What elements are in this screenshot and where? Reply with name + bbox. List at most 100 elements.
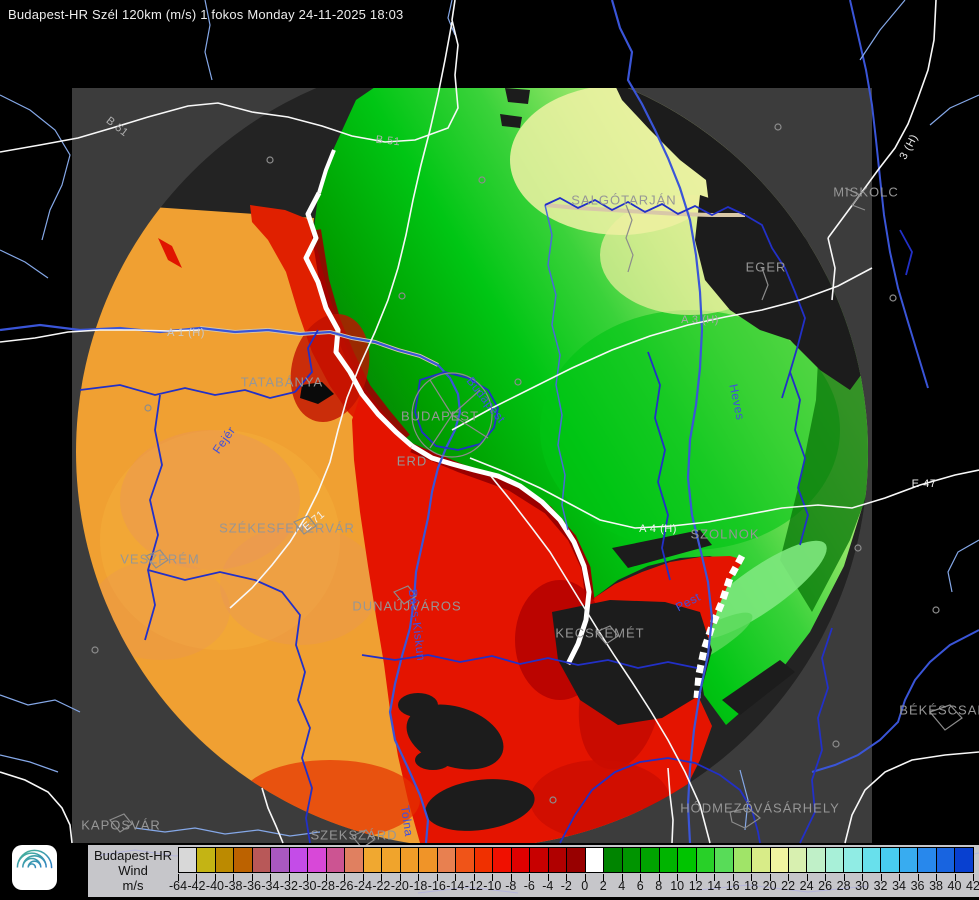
- legend-color-box: [825, 848, 845, 872]
- legend-tick: [917, 874, 919, 881]
- legend-tick: [714, 874, 716, 881]
- legend-color-box: [326, 848, 346, 872]
- legend-tick: [862, 874, 864, 881]
- legend-color-box: [659, 848, 679, 872]
- legend-tick-label: -26: [335, 879, 354, 893]
- met-logo: [12, 845, 57, 890]
- legend-tick: [492, 874, 494, 881]
- legend-tick-label: 42: [966, 879, 979, 893]
- legend-tick-label: 24: [799, 879, 814, 893]
- legend-color-box: [289, 848, 309, 872]
- major-roads-layer: [0, 0, 979, 844]
- legend-tick: [307, 874, 309, 881]
- legend-color-box: [622, 848, 642, 872]
- page-title: Budapest-HR Szél 120km (m/s) 1 fokos Mon…: [8, 7, 404, 22]
- legend-tick: [196, 874, 198, 881]
- legend-tick: [640, 874, 642, 881]
- legend-tick-label: 38: [929, 879, 943, 893]
- legend-color-box: [918, 848, 937, 872]
- legend-tick-label: -24: [353, 879, 372, 893]
- legend-tick: [899, 874, 901, 881]
- legend-tick-label: -64: [168, 879, 188, 893]
- legend-color-box: [733, 848, 753, 872]
- legend-tick-label: 34: [892, 879, 906, 893]
- legend-tick: [510, 874, 512, 881]
- legend-color-box: [493, 848, 512, 872]
- legend-color-box: [770, 848, 789, 872]
- legend-tick-label: -20: [390, 879, 409, 893]
- legend-tick-label: 20: [762, 879, 777, 893]
- legend-tick-label: -16: [427, 879, 446, 893]
- legend-color-box: [604, 848, 623, 872]
- legend-tick-label: -12: [464, 879, 483, 893]
- legend-tick: [399, 874, 401, 881]
- legend-tick-label: -8: [505, 879, 517, 893]
- legend-color-box: [788, 848, 808, 872]
- legend-color-box: [678, 848, 697, 872]
- legend-tick: [843, 874, 845, 881]
- legend-color-box: [696, 848, 716, 872]
- legend-color-scale: -64 -42 -40 -38 -36 -34 -32 -30 -28 -26 -24 -22 -20-…: [169, 847, 979, 895]
- legend-tick-label: -4: [542, 879, 554, 893]
- legend-tick-label: -10: [483, 879, 502, 893]
- legend-tick-label: 12: [688, 879, 703, 893]
- legend-tick: [344, 874, 346, 881]
- legend-tick: [436, 874, 438, 881]
- legend-tick: [936, 874, 938, 881]
- zero-isodop-line: [303, 149, 746, 699]
- legend-color-box: [179, 848, 198, 872]
- legend-color-box: [271, 848, 290, 872]
- legend-tick: [732, 874, 734, 881]
- legend-color-box: [955, 848, 973, 872]
- legend-tick: [214, 874, 216, 881]
- legend-tick-label: 6: [636, 879, 644, 893]
- legend-color-box: [881, 848, 900, 872]
- legend-tick-label: 26: [818, 879, 833, 893]
- legend-tick-label: 36: [910, 879, 925, 893]
- legend-unit: m/s: [122, 878, 144, 893]
- legend-tick: [455, 874, 457, 881]
- legend-bar: Budapest-HR Wind m/s -64 -42 -40 -38 -36 -34-…: [88, 845, 979, 897]
- legend-color-box: [456, 848, 475, 872]
- legend-color-box: [252, 848, 272, 872]
- legend-tick: [547, 874, 549, 881]
- legend-tick: [362, 874, 364, 881]
- legend-color-box: [234, 848, 253, 872]
- legend-tick-label: 10: [670, 879, 685, 893]
- legend-tick: [603, 874, 605, 881]
- legend-color-box: [899, 848, 919, 872]
- legend-tick: [973, 874, 974, 881]
- legend-tick-label: 18: [744, 879, 759, 893]
- legend-color-box: [641, 848, 660, 872]
- legend-tick-label: -18: [409, 879, 428, 893]
- legend-tick: [954, 874, 956, 881]
- legend-tick-label: -36: [242, 879, 261, 893]
- legend-tick-label: -6: [523, 879, 535, 893]
- legend-tick: [677, 874, 679, 881]
- legend-color-box: [437, 848, 457, 872]
- legend-tick: [584, 874, 586, 881]
- minor-roads-layer: [91, 123, 963, 849]
- legend-color-box: [363, 848, 383, 872]
- legend-tick-label: -32: [279, 879, 298, 893]
- legend-tick-label: 32: [873, 879, 888, 893]
- legend-tick: [233, 874, 235, 881]
- legend-tick: [381, 874, 383, 881]
- legend-tick: [825, 874, 827, 881]
- legend-color-box: [844, 848, 863, 872]
- legend-product-name: Budapest-HR: [93, 848, 173, 863]
- legend-color-box: [548, 848, 568, 872]
- legend-tick: [418, 874, 420, 881]
- legend-tick-label: -38: [224, 879, 243, 893]
- legend-color-box: [215, 848, 235, 872]
- legend-color-box: [511, 848, 531, 872]
- legend-color-box: [382, 848, 401, 872]
- legend-color-box: [585, 848, 605, 872]
- legend-tick-label: 8: [655, 879, 663, 893]
- legend-tick: [566, 874, 568, 881]
- legend-color-box: [400, 848, 420, 872]
- legend-tick-label: -30: [298, 879, 317, 893]
- legend-color-box: [715, 848, 734, 872]
- legend-tick: [695, 874, 697, 881]
